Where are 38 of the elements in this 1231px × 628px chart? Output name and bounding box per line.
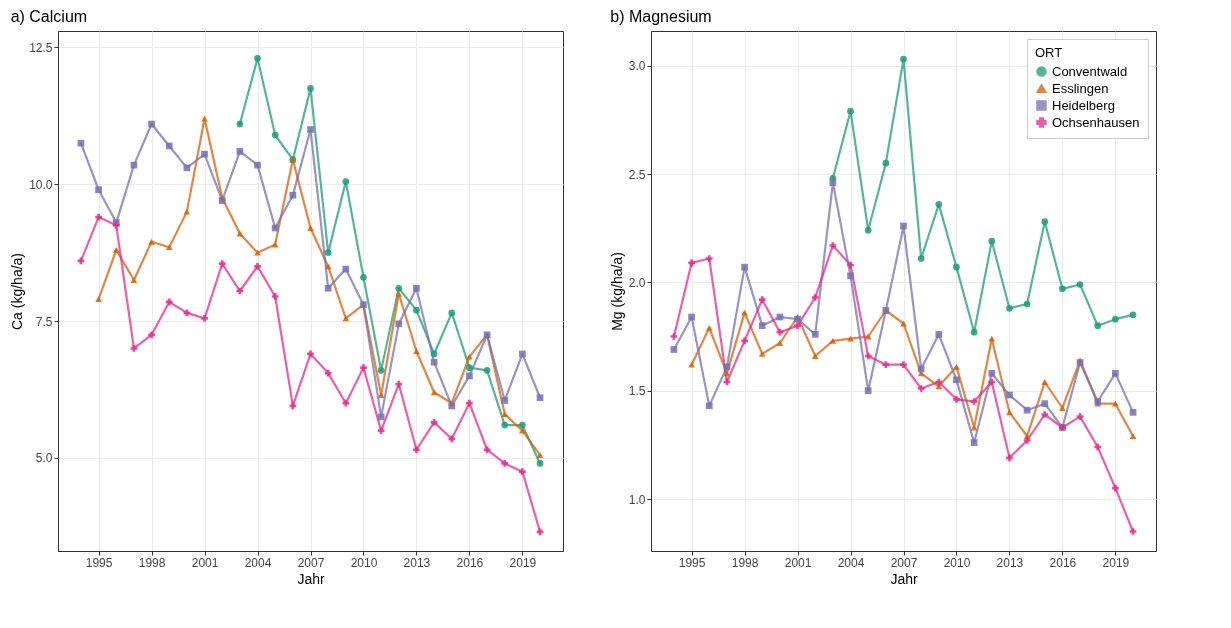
x-tick-label: 2019 (509, 555, 537, 570)
x-axis-title: Jahr (297, 570, 325, 587)
y-tick-label: 2.5 (628, 167, 646, 182)
chart-title: a) Calcium (10, 8, 88, 25)
y-tick-label: 7.5 (35, 314, 53, 329)
y-axis-title: Ca (kg/ha/a) (9, 252, 26, 331)
legend-label: Conventwald (1052, 63, 1128, 79)
x-tick-label: 2004 (244, 555, 272, 570)
y-tick-label: 2.0 (628, 275, 646, 290)
x-tick-label: 2010 (350, 555, 378, 570)
y-tick-label: 1.5 (628, 384, 646, 399)
y-tick-label: 3.0 (628, 59, 646, 74)
y-tick-label: 5.0 (35, 451, 53, 466)
x-tick-label: 2019 (1102, 555, 1130, 570)
x-tick-label: 2004 (837, 555, 865, 570)
y-tick-label: 1.0 (628, 492, 646, 507)
x-tick-label: 2016 (456, 555, 484, 570)
x-tick-label: 2013 (403, 555, 431, 570)
x-tick-label: 1995 (678, 555, 706, 570)
x-tick-label: 1995 (85, 555, 113, 570)
x-tick-label: 2010 (943, 555, 971, 570)
x-tick-label: 2001 (191, 555, 219, 570)
x-tick-label: 1998 (731, 555, 759, 570)
y-tick-label: 12.5 (29, 40, 53, 55)
x-axis-title: Jahr (890, 570, 918, 587)
legend-title: ORT (1035, 45, 1063, 60)
y-axis-title: Mg (kg/ha/a) (608, 252, 625, 331)
legend-label: Ochsenhausen (1052, 114, 1140, 130)
legend-label: Heidelberg (1052, 97, 1115, 113)
x-tick-label: 2007 (297, 555, 325, 570)
x-tick-label: 2013 (996, 555, 1024, 570)
x-tick-label: 1998 (138, 555, 166, 570)
legend-label: Esslingen (1052, 80, 1109, 96)
x-tick-label: 2001 (784, 555, 812, 570)
x-tick-label: 2016 (1049, 555, 1077, 570)
chart-title: b) Magnesium (610, 8, 712, 25)
y-tick-label: 10.0 (29, 177, 53, 192)
x-tick-label: 2007 (890, 555, 918, 570)
